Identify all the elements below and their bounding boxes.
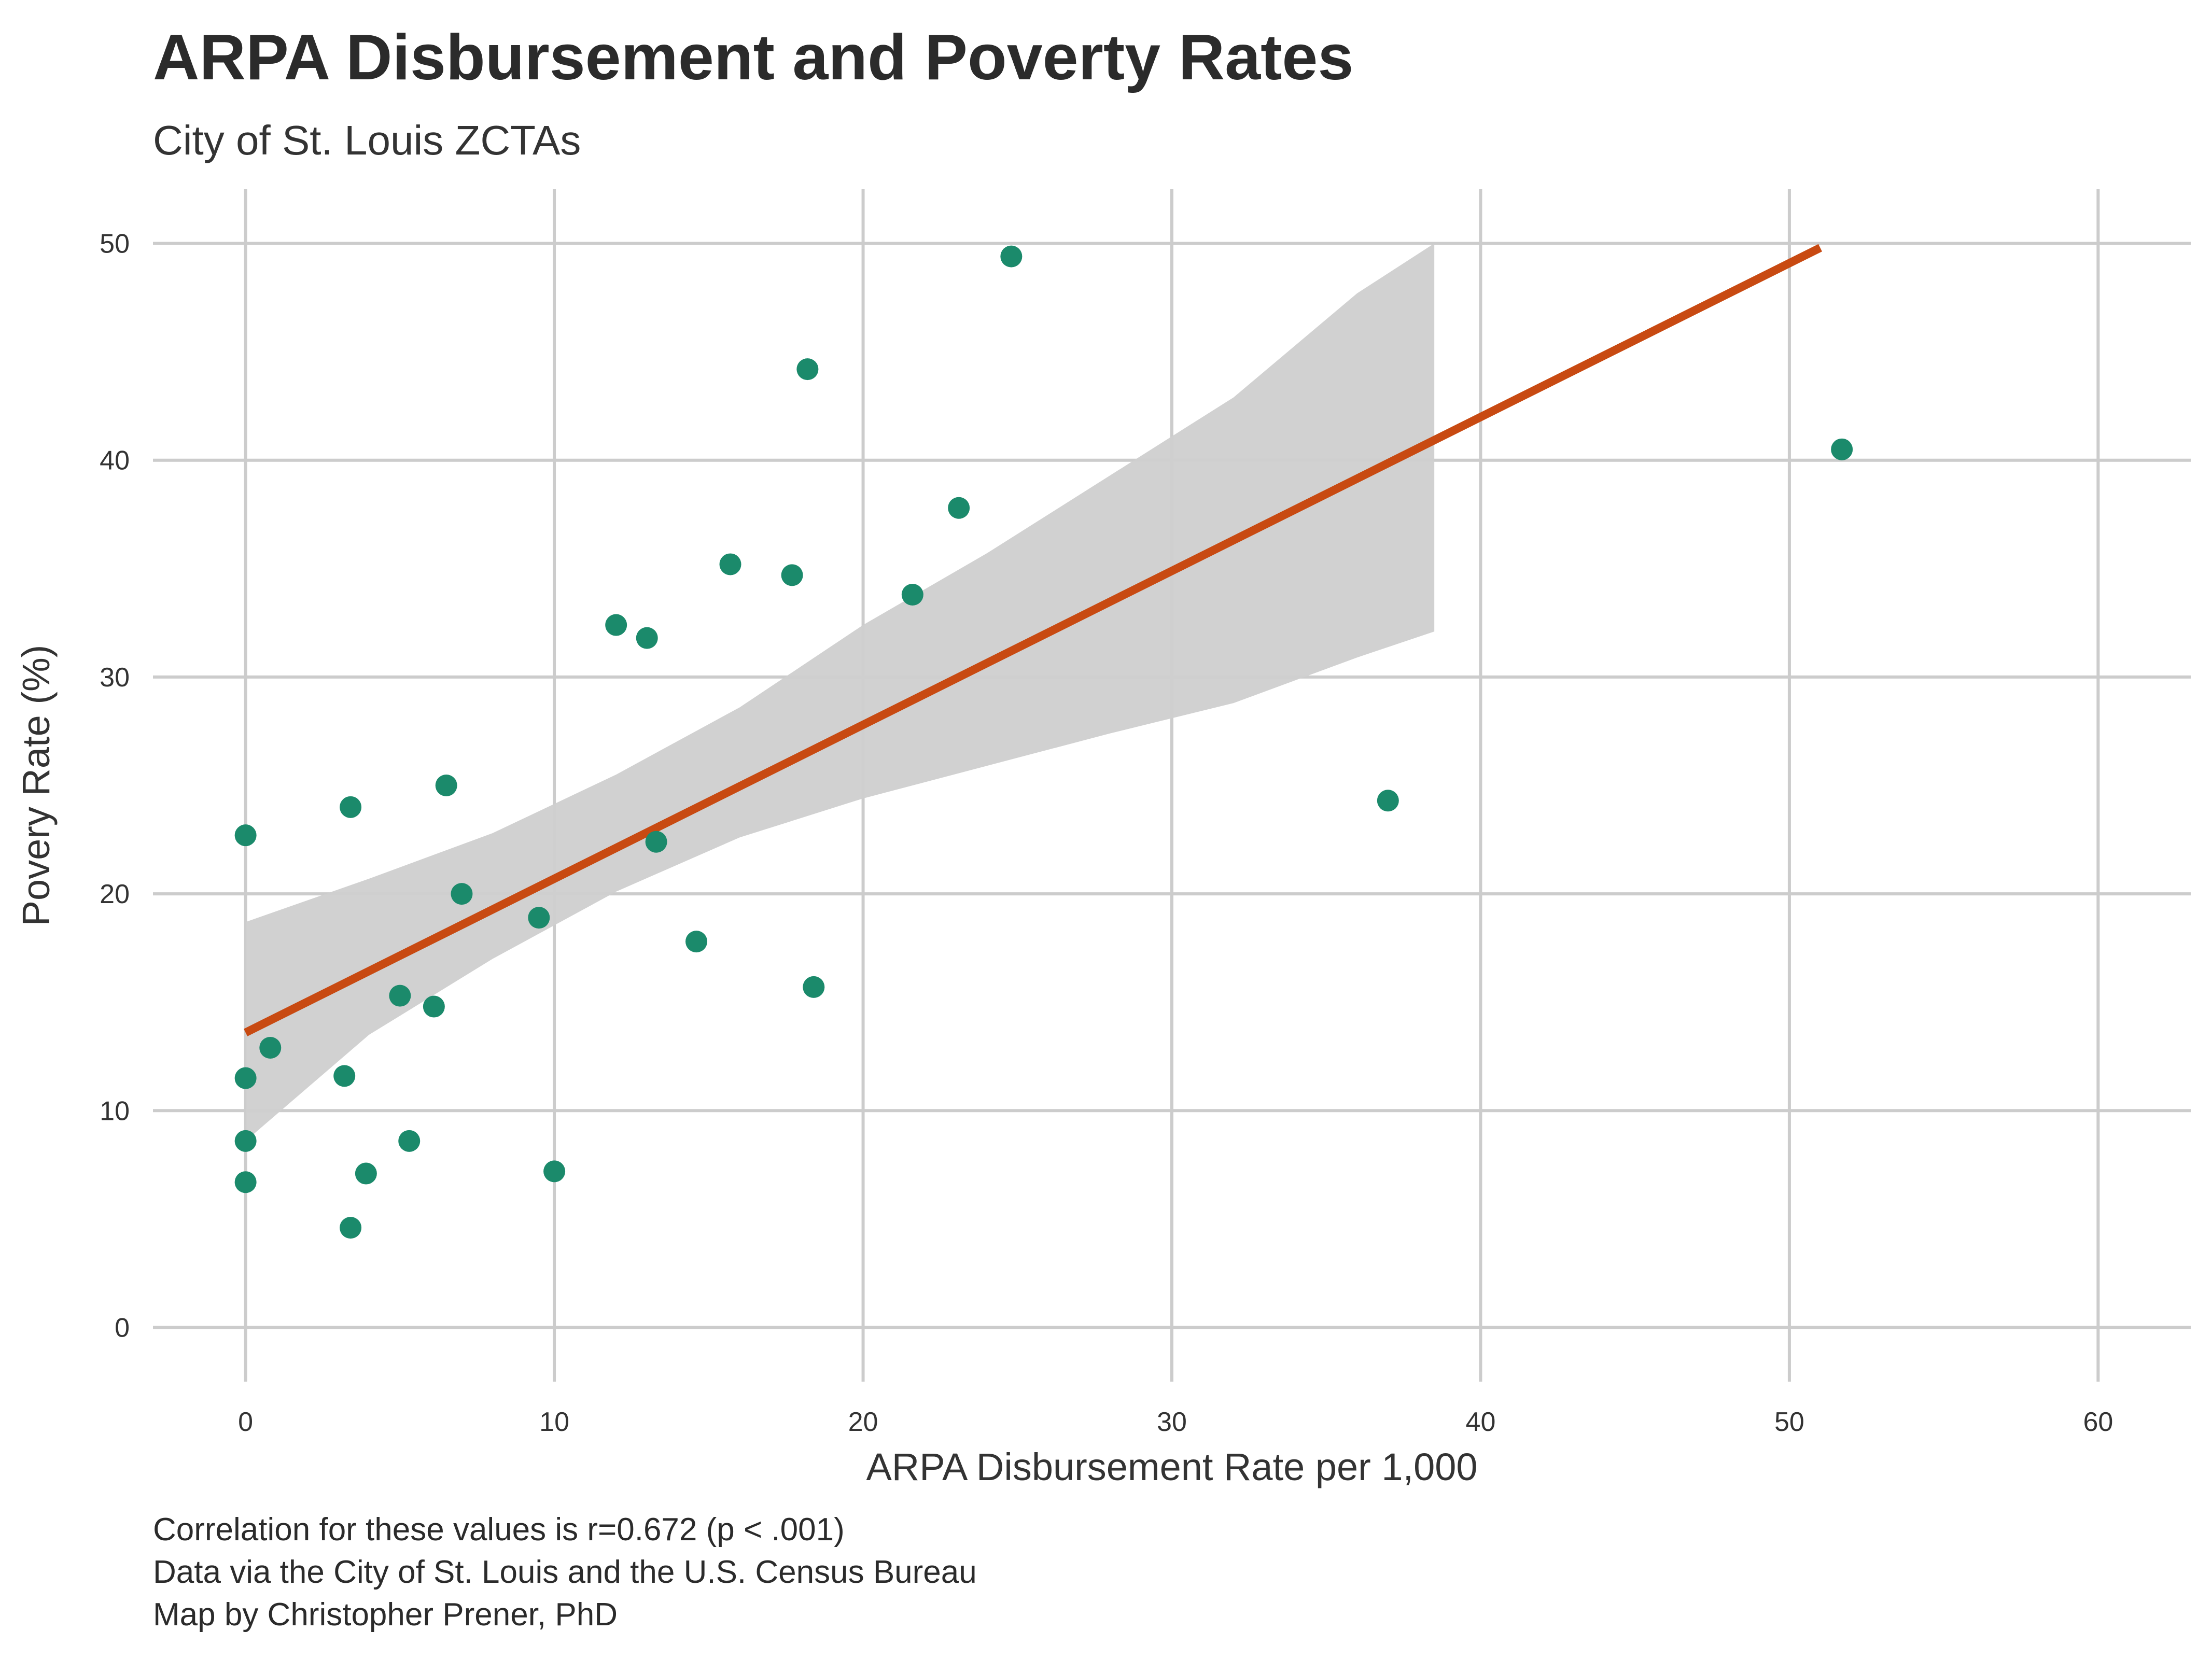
caption: Correlation for these values is r=0.672 … bbox=[153, 1509, 977, 1636]
data-point bbox=[781, 564, 803, 586]
y-tick-label: 20 bbox=[100, 879, 130, 909]
data-point bbox=[234, 1130, 257, 1152]
chart-title: ARPA Disbursement and Poverty Rates bbox=[153, 22, 1354, 93]
data-point bbox=[234, 1171, 257, 1193]
scatter-chart: 0 10 20 30 40 50 60 0 10 20 30 40 50 ARPA Disbursem… bbox=[15, 189, 2191, 1488]
data-point bbox=[340, 1217, 362, 1239]
data-point bbox=[435, 775, 457, 796]
caption-correlation: Correlation for these values is r=0.672 … bbox=[153, 1512, 845, 1548]
data-point bbox=[234, 824, 257, 847]
data-points bbox=[234, 245, 1853, 1239]
data-point bbox=[719, 553, 741, 575]
x-tick-label: 10 bbox=[539, 1407, 569, 1437]
caption-author: Map by Christopher Prener, PhD bbox=[153, 1597, 618, 1633]
y-tick-label: 50 bbox=[100, 229, 130, 259]
data-point bbox=[796, 358, 819, 381]
data-point bbox=[605, 614, 627, 636]
data-point bbox=[340, 796, 362, 818]
regression-line bbox=[244, 244, 1823, 1036]
chart-subtitle: City of St. Louis ZCTAs bbox=[153, 117, 581, 163]
data-point bbox=[389, 985, 411, 1007]
x-tick-label: 40 bbox=[1466, 1407, 1496, 1437]
y-tick-label: 30 bbox=[100, 663, 130, 693]
y-axis-title: Povery Rate (%) bbox=[15, 645, 58, 926]
x-tick-labels: 0 10 20 30 40 50 60 bbox=[238, 1407, 2113, 1437]
x-tick-label: 60 bbox=[2083, 1407, 2113, 1437]
x-tick-label: 20 bbox=[848, 1407, 878, 1437]
data-point bbox=[528, 907, 550, 929]
y-tick-label: 0 bbox=[115, 1313, 130, 1343]
x-tick-label: 30 bbox=[1157, 1407, 1187, 1437]
x-axis-title: ARPA Disbursement Rate per 1,000 bbox=[866, 1445, 1477, 1488]
x-gridlines bbox=[244, 189, 2100, 1382]
data-point bbox=[423, 995, 445, 1018]
data-point bbox=[685, 931, 707, 953]
y-tick-label: 40 bbox=[100, 446, 130, 476]
data-point bbox=[803, 976, 825, 998]
data-point bbox=[636, 627, 658, 649]
data-point bbox=[398, 1130, 421, 1152]
x-tick-label: 50 bbox=[1774, 1407, 1804, 1437]
data-point bbox=[1831, 438, 1853, 460]
y-tick-label: 10 bbox=[100, 1096, 130, 1126]
y-tick-labels: 0 10 20 30 40 50 bbox=[100, 229, 130, 1343]
data-point bbox=[451, 883, 473, 905]
data-point bbox=[543, 1160, 566, 1183]
data-point bbox=[645, 831, 667, 853]
caption-data-source: Data via the City of St. Louis and the U… bbox=[153, 1554, 977, 1590]
data-point bbox=[1000, 245, 1023, 268]
data-point bbox=[1377, 790, 1399, 812]
data-point bbox=[901, 584, 923, 606]
data-point bbox=[948, 497, 970, 519]
data-point bbox=[259, 1037, 282, 1059]
data-point bbox=[333, 1065, 356, 1087]
data-point bbox=[355, 1162, 377, 1185]
x-tick-label: 0 bbox=[238, 1407, 253, 1437]
data-point bbox=[234, 1067, 257, 1089]
